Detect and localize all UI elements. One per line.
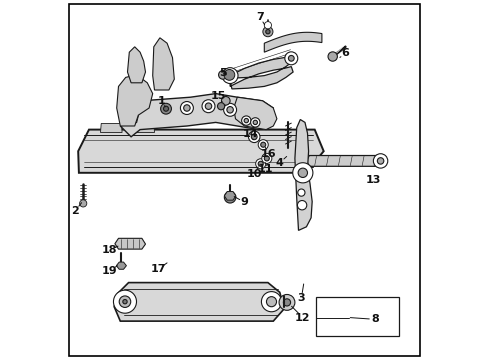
Circle shape <box>163 106 168 111</box>
Circle shape <box>80 200 87 207</box>
Circle shape <box>377 158 383 164</box>
Circle shape <box>183 105 190 111</box>
Text: 4: 4 <box>275 158 283 168</box>
Polygon shape <box>152 38 174 90</box>
Polygon shape <box>233 97 276 130</box>
Circle shape <box>258 161 263 166</box>
Circle shape <box>283 299 290 306</box>
Text: 16: 16 <box>261 149 276 159</box>
Circle shape <box>264 156 269 161</box>
Text: 3: 3 <box>297 293 305 303</box>
Circle shape <box>298 168 307 177</box>
Polygon shape <box>117 76 152 126</box>
Text: 6: 6 <box>341 48 348 58</box>
Text: 7: 7 <box>256 12 264 22</box>
Circle shape <box>113 290 136 313</box>
Text: 15: 15 <box>210 91 226 102</box>
Text: 11: 11 <box>257 164 273 174</box>
Text: 10: 10 <box>246 169 262 179</box>
Circle shape <box>250 118 260 127</box>
Circle shape <box>226 72 233 79</box>
Text: 8: 8 <box>370 314 378 324</box>
Text: 2: 2 <box>71 206 79 216</box>
Circle shape <box>160 103 171 114</box>
Circle shape <box>279 294 294 310</box>
Circle shape <box>217 103 224 110</box>
Circle shape <box>288 55 294 61</box>
Circle shape <box>221 96 230 105</box>
Circle shape <box>327 52 337 61</box>
Polygon shape <box>78 130 323 173</box>
Polygon shape <box>229 56 292 89</box>
Text: 19: 19 <box>102 266 118 276</box>
Circle shape <box>218 71 227 79</box>
Polygon shape <box>306 156 382 166</box>
Circle shape <box>261 292 281 312</box>
Circle shape <box>284 52 297 65</box>
Polygon shape <box>101 123 122 132</box>
Polygon shape <box>114 283 284 321</box>
Bar <box>316 297 399 336</box>
Circle shape <box>260 142 265 147</box>
Circle shape <box>224 69 234 80</box>
Circle shape <box>261 153 271 163</box>
Text: 9: 9 <box>240 197 248 207</box>
Circle shape <box>122 300 127 304</box>
Circle shape <box>202 100 215 113</box>
Circle shape <box>297 201 306 210</box>
Circle shape <box>251 134 257 140</box>
Circle shape <box>253 120 257 125</box>
Text: 5: 5 <box>219 68 226 78</box>
Polygon shape <box>264 32 321 52</box>
Circle shape <box>222 68 238 84</box>
Circle shape <box>292 163 312 183</box>
Polygon shape <box>127 47 145 83</box>
Polygon shape <box>294 120 311 230</box>
Text: 14: 14 <box>243 129 258 139</box>
Circle shape <box>223 103 236 116</box>
Text: 13: 13 <box>365 175 380 185</box>
Circle shape <box>264 22 271 29</box>
Circle shape <box>255 159 265 169</box>
Circle shape <box>297 189 305 196</box>
Circle shape <box>226 107 233 113</box>
Circle shape <box>373 154 387 168</box>
Circle shape <box>180 102 193 114</box>
Polygon shape <box>224 192 235 200</box>
Circle shape <box>258 140 268 150</box>
Polygon shape <box>115 238 145 249</box>
Circle shape <box>224 192 235 203</box>
Circle shape <box>119 296 130 307</box>
Text: 17: 17 <box>150 264 165 274</box>
Circle shape <box>265 30 269 34</box>
Polygon shape <box>116 262 126 269</box>
Circle shape <box>244 118 248 123</box>
Text: 18: 18 <box>102 245 118 255</box>
Circle shape <box>205 103 211 109</box>
Text: 1: 1 <box>158 96 165 106</box>
Polygon shape <box>133 123 154 132</box>
Circle shape <box>248 131 260 143</box>
Polygon shape <box>120 94 273 137</box>
Circle shape <box>241 116 250 125</box>
Circle shape <box>263 27 272 37</box>
Circle shape <box>266 297 276 307</box>
Text: 12: 12 <box>294 312 310 323</box>
